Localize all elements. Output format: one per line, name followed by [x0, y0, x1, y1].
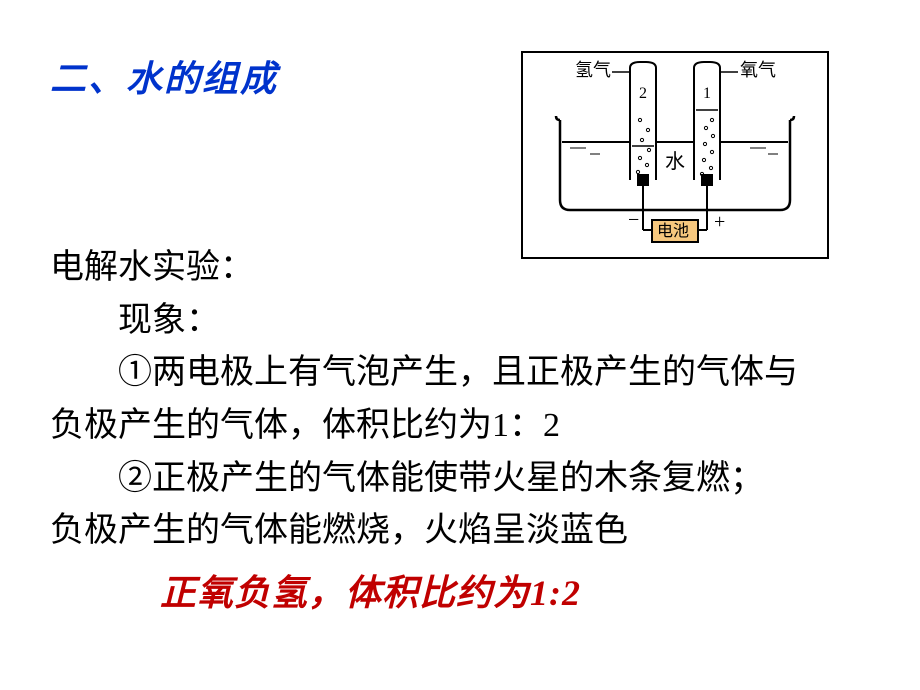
- label-battery: 电池: [657, 222, 689, 240]
- label-water: 水: [665, 150, 685, 173]
- body-text: 电解水实验： 现象： ①两电极上有气泡产生，且正极产生的气体与 负极产生的气体，…: [50, 242, 880, 622]
- body-line-2: 现象：: [50, 295, 880, 348]
- body-line-3: ①两电极上有气泡产生，且正极产生的气体与: [50, 347, 880, 400]
- electrolysis-diagram: 氢气 氧气: [520, 50, 830, 260]
- summary-line: 正氧负氢，体积比约为1:2: [50, 566, 880, 622]
- body-line-5: ②正极产生的气体能使带火星的木条复燃；: [50, 453, 880, 506]
- body-line-4: 负极产生的气体，体积比约为1：2: [50, 400, 880, 453]
- tube-num-left: 2: [639, 85, 647, 102]
- summary-prefix: 正氧负氢，体积比约为: [160, 573, 530, 613]
- label-oxygen: 氧气: [740, 60, 776, 80]
- diagram-svg: 氢气 氧气: [520, 50, 830, 260]
- slide-page: 二、水的组成 氢气 氧气: [0, 0, 920, 690]
- summary-ratio: 1:2: [530, 573, 581, 613]
- tube-num-right: 1: [703, 85, 711, 102]
- tube-left: 2: [630, 62, 656, 186]
- body-line-6: 负极产生的气体能燃烧，火焰呈淡蓝色: [50, 505, 880, 558]
- sign-minus: −: [628, 209, 639, 231]
- sign-plus: +: [714, 211, 725, 233]
- tube-right: 1: [694, 62, 720, 186]
- label-hydrogen: 氢气: [575, 60, 611, 80]
